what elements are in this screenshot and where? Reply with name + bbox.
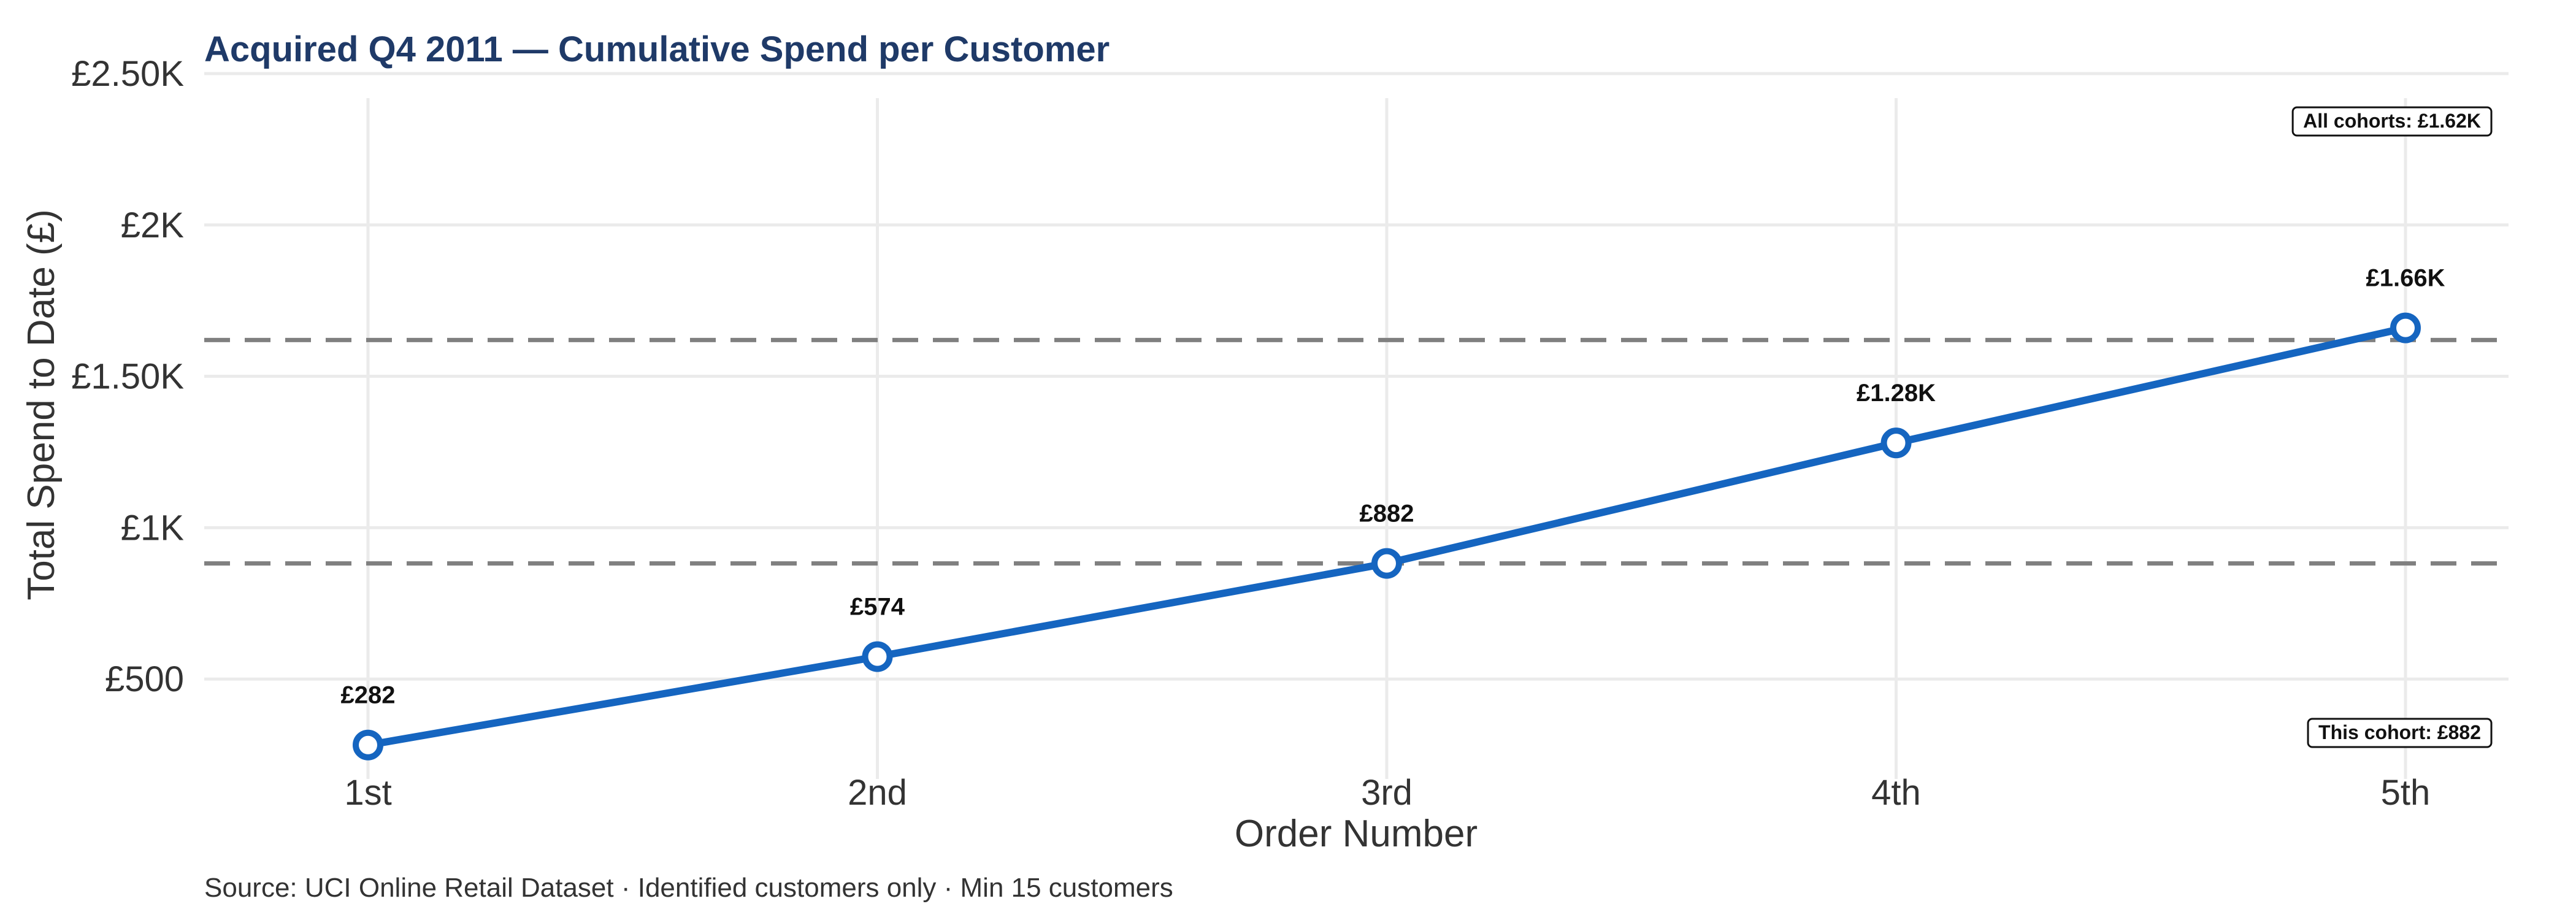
data-labels: £282 £574 £882 £1.28K £1.66K [341,265,2445,709]
reference-label: All cohorts: £1.62K [2291,106,2493,137]
data-point [353,729,383,761]
x-tick-label: 5th [2381,773,2431,813]
x-tick-label: 4th [1871,773,1921,813]
data-label: £574 [850,594,905,621]
chart-title: Acquired Q4 2011 — Cumulative Spend per … [204,29,1110,69]
y-tick-label: £1K [121,508,185,548]
data-label: £882 [1360,500,1414,527]
x-tick-label: 1st [344,773,391,813]
y-tick-label: £1.50K [71,357,184,397]
grid [204,72,2509,779]
data-series [353,312,2421,761]
x-tick-label: 3rd [1361,773,1413,813]
reference-label-box [2291,106,2493,137]
data-label: £282 [341,682,396,709]
reference-label-text: All cohorts: £1.62K [2303,110,2481,132]
reference-label-box [2307,718,2493,748]
axes: Acquired Q4 2011 — Cumulative Spend per … [20,29,2430,903]
x-axis-title: Order Number [1235,813,1478,855]
data-point [862,641,893,672]
reference-lines: All cohorts: £1.62K This cohort: £882 [204,106,2509,748]
data-point [2390,312,2421,343]
y-tick-label: £500 [105,659,184,699]
reference-label: This cohort: £882 [2307,718,2493,748]
y-tick-label: £2.50K [71,54,184,94]
data-label: £1.28K [1857,380,1936,407]
chart-caption: Source: UCI Online Retail Dataset · Iden… [204,873,1173,903]
data-point [1371,548,1402,579]
y-axis-title: Total Spend to Date (£) [20,209,63,600]
y-tick-label: £2K [121,205,185,245]
x-tick-label: 2nd [848,773,907,813]
reference-label-text: This cohort: £882 [2318,721,2481,743]
data-point [1880,427,1912,459]
data-label: £1.66K [2366,265,2445,292]
